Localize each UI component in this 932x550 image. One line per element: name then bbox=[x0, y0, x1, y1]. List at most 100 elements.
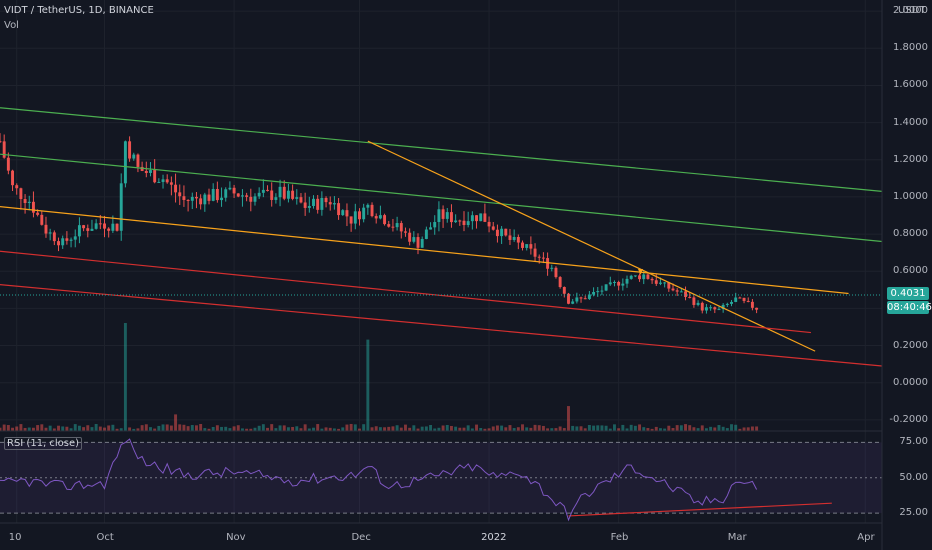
volume-bar bbox=[52, 428, 56, 431]
volume-bar bbox=[550, 428, 554, 431]
volume-bar bbox=[734, 424, 738, 431]
candle-body bbox=[537, 256, 541, 258]
volume-bar bbox=[332, 428, 336, 431]
candle-body bbox=[504, 228, 508, 236]
candle-body bbox=[755, 307, 759, 310]
volume-bar bbox=[525, 427, 529, 431]
volume-bar bbox=[324, 427, 328, 431]
volume-bar bbox=[725, 428, 729, 431]
candle-body bbox=[203, 194, 207, 205]
price-tick-label: 2.0000 bbox=[893, 5, 928, 17]
candle-body bbox=[679, 291, 683, 293]
volume-bar bbox=[700, 425, 704, 431]
candle-body bbox=[186, 199, 190, 201]
volume-bar bbox=[383, 427, 387, 431]
volume-bar bbox=[224, 426, 228, 431]
candle-body bbox=[466, 221, 470, 225]
price-unit: USDT bbox=[898, 5, 926, 16]
candle-body bbox=[558, 277, 562, 288]
volume-bar bbox=[358, 428, 361, 431]
volume-bar bbox=[679, 425, 683, 431]
candle-body bbox=[144, 170, 148, 173]
candle-body bbox=[671, 288, 675, 291]
candle-body bbox=[174, 184, 178, 193]
volume-bar bbox=[286, 427, 290, 431]
rsi-legend-label: RSI (11, close) bbox=[4, 437, 83, 450]
candle-body bbox=[178, 192, 182, 197]
candle-body bbox=[312, 198, 315, 206]
candle-body bbox=[123, 141, 127, 184]
volume-bar bbox=[86, 425, 90, 431]
volume-bar bbox=[562, 428, 566, 431]
candle-body bbox=[98, 223, 102, 225]
volume-bar bbox=[629, 424, 633, 431]
volume-bar bbox=[654, 426, 658, 431]
candle-body bbox=[404, 231, 407, 233]
volume-bar bbox=[307, 428, 311, 431]
price-tick-label: 0.6000 bbox=[893, 265, 928, 277]
marker-arrow-icon bbox=[638, 269, 643, 275]
volume-bar bbox=[153, 428, 157, 431]
volume-bar bbox=[658, 428, 662, 431]
candle-body bbox=[583, 298, 587, 300]
price-tick-label: 1.8000 bbox=[893, 42, 928, 54]
volume-bar bbox=[6, 425, 10, 431]
candle-body bbox=[232, 187, 236, 194]
rsi-legend[interactable]: RSI (11, close) bbox=[4, 437, 83, 450]
candle-body bbox=[337, 203, 341, 216]
volume-legend[interactable]: Vol bbox=[4, 20, 19, 31]
volume-bar bbox=[15, 426, 19, 431]
rsi_trendline-red bbox=[568, 502, 832, 517]
volume-bar bbox=[36, 425, 40, 431]
rsi-tick-label: 25.00 bbox=[899, 507, 928, 519]
volume-bar bbox=[541, 425, 545, 431]
volume-bar bbox=[495, 425, 499, 431]
candle-body bbox=[495, 229, 499, 237]
candle-body bbox=[303, 202, 307, 208]
volume-bar bbox=[730, 424, 733, 431]
volume-bar bbox=[366, 339, 370, 431]
volume-bar bbox=[521, 424, 524, 431]
candle-body bbox=[103, 223, 106, 229]
candle-body bbox=[224, 189, 228, 198]
candle-body bbox=[328, 202, 332, 205]
time-tick-label: 10 bbox=[8, 532, 22, 543]
volume-bar bbox=[667, 425, 671, 431]
candle-body bbox=[90, 228, 94, 231]
volume-bar bbox=[69, 428, 73, 431]
candle-body bbox=[161, 179, 165, 182]
candle-body bbox=[663, 282, 667, 284]
candle-body bbox=[153, 170, 157, 183]
candle-body bbox=[420, 238, 424, 248]
volume-bar bbox=[704, 428, 708, 431]
candle-body bbox=[445, 212, 449, 219]
candle-body bbox=[487, 221, 491, 227]
volume-bar bbox=[236, 425, 240, 431]
candle-body bbox=[253, 196, 257, 202]
volume-bar bbox=[362, 424, 366, 431]
volume-bar bbox=[579, 426, 583, 431]
candle-body bbox=[408, 232, 412, 242]
price-tick-label: 1.4000 bbox=[893, 116, 928, 128]
candle-body bbox=[604, 284, 608, 291]
volume-bar bbox=[592, 425, 596, 431]
candle-body bbox=[282, 186, 286, 199]
volume-bar bbox=[583, 428, 587, 431]
volume-bar bbox=[123, 323, 127, 431]
candle-body bbox=[587, 294, 591, 299]
candle-body bbox=[6, 157, 10, 171]
candle-body bbox=[307, 205, 311, 208]
candle-body bbox=[295, 197, 299, 199]
volume-bar bbox=[291, 426, 295, 431]
volume-bar bbox=[149, 427, 152, 431]
symbol-legend[interactable]: VIDT / TetherUS, 1D, BINANCE bbox=[4, 5, 154, 16]
volume-bar bbox=[27, 427, 31, 431]
candle-body bbox=[512, 236, 516, 240]
volume-bar bbox=[508, 425, 512, 431]
candle-body bbox=[516, 236, 520, 243]
candle-body bbox=[692, 297, 696, 305]
volume-bar bbox=[320, 428, 324, 431]
channel-red bbox=[0, 250, 811, 334]
volume-bar bbox=[174, 414, 178, 431]
